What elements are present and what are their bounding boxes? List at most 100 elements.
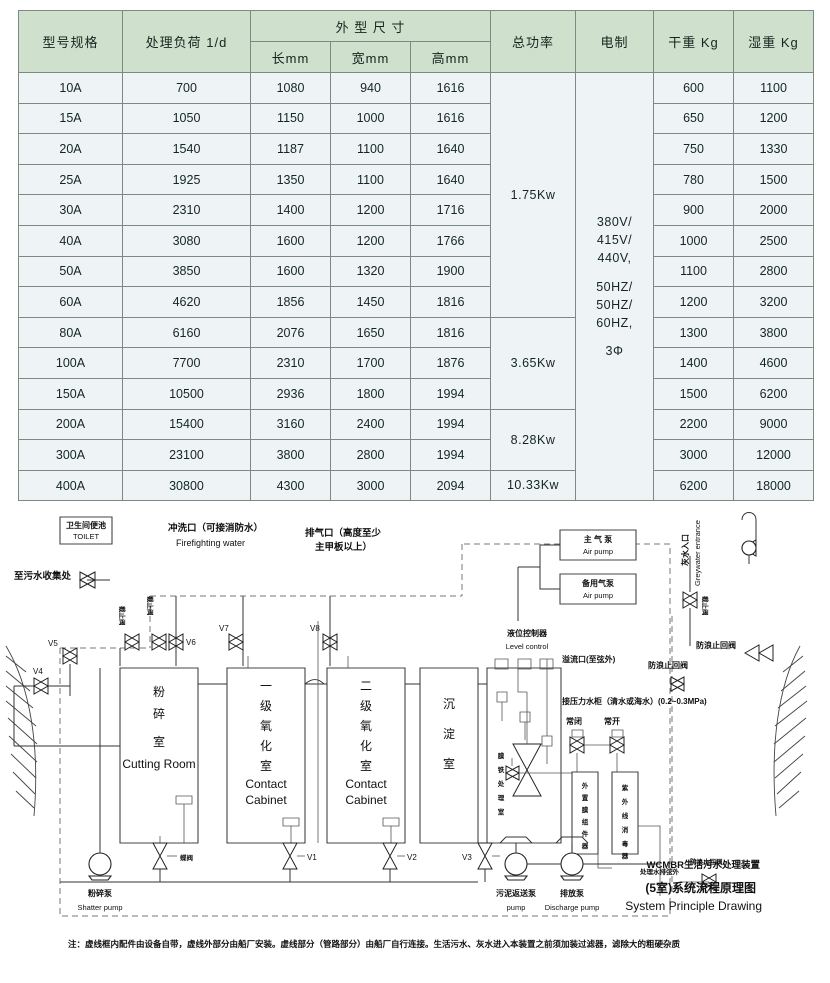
cell-dry-weight: 3000 [653, 439, 735, 471]
cell-width: 1320 [330, 255, 411, 288]
tank-3-cn-3: 氧 [360, 719, 372, 733]
tank-cutting-room: 粉 碎 室 Cutting Room [120, 668, 198, 843]
table-row: 40A 3080 1600 1200 1766 1000 2500 [18, 224, 815, 257]
solenoid-valve-closed-icon [570, 730, 584, 753]
tank-1-cn-3: 室 [153, 734, 165, 749]
firefighting-label-en: Firefighting water [176, 538, 245, 548]
cell-dry-weight: 900 [653, 194, 735, 226]
tank-3-cn-4: 化 [360, 739, 372, 753]
cell-dry-weight: 1000 [653, 224, 735, 257]
pump-shatter-en: Shatter pump [77, 903, 122, 912]
cell-load: 700 [122, 72, 251, 104]
cell-height: 1716 [409, 194, 492, 226]
level-control-en: Level control [506, 642, 549, 651]
solenoid-valve-open-icon [610, 730, 624, 753]
cell-height: 1640 [409, 133, 492, 165]
tank-2-cn-5: 室 [260, 758, 272, 773]
air-pump-backup-box: 备用气泵 Air pump [560, 574, 636, 604]
pump-shatter: 粉碎泵 Shatter pump [77, 746, 123, 912]
membrane-unit-cn-1: 外 [582, 781, 589, 790]
cell-model: 10A [18, 72, 123, 104]
tank-contact-cabinet-1: 一 级 氧 化 室 Contact Cabinet [227, 668, 305, 843]
uv-unit-cn-5: 毒 [622, 839, 629, 848]
cell-height: 1994 [409, 439, 492, 471]
cell-dry-weight: 6200 [653, 469, 735, 502]
table-row: 25A 1925 1350 1100 1640 780 1500 [18, 163, 815, 196]
check-valve-center-label: 防浪止回阀 [648, 660, 688, 670]
hull-right-icon [774, 646, 807, 816]
air-pump-backup-cn: 备用气泵 [581, 578, 614, 588]
valve-code-v4: V4 [33, 667, 43, 676]
check-valve-outlet-icon [680, 874, 716, 890]
stop-valve-group-2: V7 [219, 624, 243, 650]
cell-electric: 380V/415V/440V, 50HZ/50HZ/60HZ, 3Φ [575, 71, 655, 502]
cell-load: 3850 [122, 255, 251, 288]
air-pump-main-box: 主 气 泵 Air pump [560, 530, 636, 560]
cell-load: 4620 [122, 286, 251, 318]
cell-model: 40A [18, 224, 123, 257]
cell-length: 1150 [250, 102, 331, 135]
tank-5-cn-3: 处 [497, 779, 505, 788]
header-wet-weight: 湿重 Kg [733, 10, 815, 73]
cell-height: 1876 [409, 347, 492, 379]
header-electric: 电制 [575, 10, 655, 73]
greywater-en: Greywater entrance [693, 520, 702, 586]
manual-valve-icon [506, 758, 572, 780]
cell-wet-weight: 2800 [733, 255, 815, 288]
pump-discharge: 排放泵 Discharge pump [545, 837, 600, 912]
valve-v1-icon: V1 [283, 843, 317, 869]
valve-code-v2: V2 [407, 853, 417, 862]
cell-height: 2094 [409, 469, 492, 502]
cell-dry-weight: 650 [653, 102, 735, 135]
table-header: 型号规格 处理负荷 1/d 外 型 尺 寸 总功率 电制 干重 Kg 湿重 Kg… [18, 10, 815, 73]
pump-discharge-en: Discharge pump [545, 903, 600, 912]
cell-wet-weight: 4600 [733, 347, 815, 379]
cell-length: 1600 [250, 255, 331, 288]
stop-valve-label-2: 截止阀 [146, 596, 155, 616]
cell-wet-weight: 1500 [733, 163, 815, 196]
header-dimensions: 外 型 尺 寸 [249, 10, 492, 42]
greywater-stop-valve-label: 截止阀 [701, 596, 710, 616]
tank-3-en-1: Contact [345, 777, 387, 791]
cell-power: 1.75Kw [490, 72, 577, 318]
valve-v5-icon: V5 [48, 639, 77, 696]
tank-2-cn-2: 级 [260, 699, 272, 713]
cell-dry-weight: 750 [653, 133, 735, 165]
tank-settling-chamber: 沉 淀 室 [420, 668, 478, 843]
tank-5-cn-4: 理 [498, 793, 505, 802]
cell-width: 1100 [330, 163, 411, 196]
cell-wet-weight: 18000 [733, 469, 815, 502]
treated-water-out-label: 处理水排弦外 [639, 867, 680, 876]
tank-5-cn-1: 膜 [497, 751, 505, 760]
cell-model: 15A [18, 102, 123, 135]
tank-4-cn-1: 沉 [443, 697, 455, 711]
table-row: 50A 3850 1600 1320 1900 1100 2800 [18, 255, 815, 288]
cell-height: 1816 [409, 316, 492, 349]
valve-code-v5: V5 [48, 639, 58, 648]
tank-3-en-2: Cabinet [345, 793, 387, 807]
pump-shatter-cn: 粉碎泵 [88, 888, 112, 898]
diagram-subtitle-cn: (5室)系统流程原理图 [645, 880, 756, 895]
table-row: 80A 6160 2076 1650 1816 3.65Kw 1300 3800 [18, 316, 815, 410]
cell-wet-weight: 9000 [733, 408, 815, 441]
cell-model: 30A [18, 194, 123, 226]
cell-wet-weight: 3800 [733, 316, 815, 349]
system-principle-diagram: 卫生间便池 TOILET 冲洗口（可接消防水） Firefighting wat… [0, 496, 830, 983]
cell-model: 20A [18, 133, 123, 165]
stop-valve-group-3: V8 [310, 624, 337, 650]
cell-wet-weight: 2500 [733, 224, 815, 257]
table-row: 300A 23100 3800 2800 1994 3000 12000 [18, 439, 815, 471]
cell-length: 3800 [250, 439, 331, 471]
sewage-valve-icon [80, 572, 110, 588]
tank-contact-cabinet-2: 二 级 氧 化 室 Contact Cabinet [327, 668, 405, 843]
deck-fitting-icon [742, 513, 756, 565]
cell-load: 6160 [122, 316, 251, 349]
tank-3-cn-5: 室 [360, 758, 372, 773]
tank-2-cn-4: 化 [260, 739, 272, 753]
cell-length: 2076 [250, 316, 331, 349]
tank-2-en-2: Cabinet [245, 793, 287, 807]
table-row: 200A 15400 3160 2400 1994 8.28Kw 2200 9000 [18, 408, 815, 471]
cell-width: 2400 [330, 408, 411, 441]
diagram-note: 注：虚线框内配件由设备自带，虚线外部分由船厂安装。虚线部分（管路部分）由船厂自行… [68, 939, 681, 949]
cell-power: 3.65Kw [490, 316, 577, 410]
